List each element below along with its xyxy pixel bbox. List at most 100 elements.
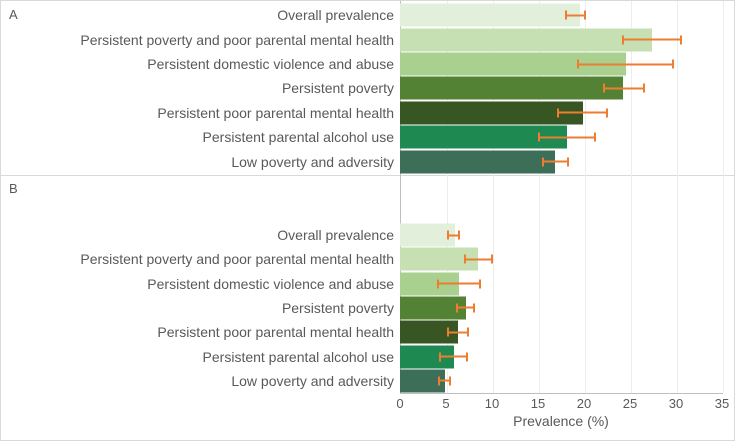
error-bar-line — [439, 355, 468, 358]
error-bar-cap-low — [541, 157, 544, 167]
bar-track — [400, 223, 720, 247]
category-label: Persistent poverty — [281, 299, 394, 316]
bar — [400, 369, 445, 393]
error-bar-line — [565, 14, 586, 17]
error-bar — [622, 35, 682, 45]
bar-track — [400, 125, 720, 149]
error-bar-line — [438, 379, 452, 382]
bar-track — [400, 296, 720, 320]
x-tick-label-10: 10 — [484, 396, 500, 411]
bar-track — [400, 52, 720, 76]
error-bar-cap-low — [565, 10, 568, 20]
bar-track — [400, 76, 720, 100]
bar-row: Persistent poor parental mental health — [1, 320, 720, 344]
bar — [400, 345, 454, 369]
panel-a: A Overall prevalence Persistent poverty a… — [1, 1, 734, 176]
gridline-20 — [585, 175, 586, 393]
bar-row: Overall prevalence — [1, 223, 720, 247]
gridline-30 — [677, 1, 678, 175]
error-bar — [541, 157, 570, 167]
category-label: Persistent domestic violence and abuse — [147, 275, 394, 292]
error-bar-cap-low — [438, 376, 441, 386]
error-bar-cap-high — [472, 303, 475, 313]
error-bar-cap-high — [593, 132, 596, 142]
error-bar-cap-high — [679, 35, 682, 45]
bar-track — [400, 27, 720, 52]
error-bar-cap-high — [583, 10, 586, 20]
error-bar-cap-low — [446, 230, 449, 240]
x-tick-label-0: 0 — [396, 396, 404, 411]
bar — [400, 320, 458, 344]
error-bar-cap-low — [577, 59, 580, 69]
error-bar-cap-high — [672, 59, 675, 69]
bar — [400, 28, 653, 52]
gridline-15 — [539, 175, 540, 393]
bar — [400, 125, 568, 149]
category-label: Overall prevalence — [277, 227, 394, 244]
bar-track — [400, 101, 720, 125]
error-bar-cap-high — [605, 108, 608, 118]
error-bar-line — [577, 63, 675, 66]
bar-row: Low poverty and adversity — [1, 150, 720, 174]
error-bar-cap-high — [479, 279, 482, 289]
bar — [400, 272, 459, 296]
error-bar-line — [622, 38, 682, 41]
error-bar-cap-low — [538, 132, 541, 142]
error-bar — [464, 254, 494, 264]
x-tick-label-20: 20 — [576, 396, 592, 411]
category-label: Overall prevalence — [277, 7, 394, 24]
error-bar-line — [541, 160, 570, 163]
category-label: Low poverty and adversity — [231, 153, 394, 170]
error-bar — [446, 230, 461, 240]
error-bar-line — [602, 87, 646, 90]
bar-track — [400, 344, 720, 369]
error-bar — [577, 59, 675, 69]
error-bar-cap-low — [437, 279, 440, 289]
bar-row: Persistent parental alcohol use — [1, 344, 720, 369]
bar-row: Persistent poverty and poor parental men… — [1, 27, 720, 52]
bar-track — [400, 150, 720, 174]
bar-row: Persistent poverty — [1, 296, 720, 320]
error-bar-cap-low — [455, 303, 458, 313]
bar — [400, 76, 624, 100]
gridline-10 — [493, 175, 494, 393]
x-axis-title: Prevalence (%) — [513, 413, 609, 429]
bar-row: Persistent poverty and poor parental men… — [1, 247, 720, 271]
error-bar-cap-high — [458, 230, 461, 240]
x-tick-label-5: 5 — [442, 396, 450, 411]
error-bar-cap-low — [446, 327, 449, 337]
bar-row: Persistent poverty — [1, 76, 720, 100]
bar-row: Low poverty and adversity — [1, 369, 720, 393]
error-bar-cap-high — [567, 157, 570, 167]
x-tick-label-15: 15 — [530, 396, 546, 411]
category-label: Persistent parental alcohol use — [202, 348, 394, 365]
bar-track — [400, 320, 720, 344]
error-bar-cap-high — [467, 327, 470, 337]
gridline-35 — [723, 175, 724, 393]
category-label: Persistent domestic violence and abuse — [147, 56, 394, 73]
error-bar-cap-low — [622, 35, 625, 45]
bar — [400, 52, 626, 76]
error-bar — [557, 108, 608, 118]
error-bar-cap-low — [602, 83, 605, 93]
error-bar-line — [455, 306, 475, 309]
panel-b-rows: Overall prevalence Persistent poverty and… — [1, 223, 720, 393]
error-bar-cap-high — [465, 352, 468, 362]
error-bar — [437, 279, 482, 289]
error-bar-line — [557, 111, 608, 114]
category-label: Persistent poor parental mental health — [157, 104, 394, 121]
bar-row: Overall prevalence — [1, 3, 720, 27]
error-bar-cap-low — [557, 108, 560, 118]
bar — [400, 150, 556, 174]
gridline-25 — [631, 175, 632, 393]
category-label: Persistent poverty and poor parental men… — [80, 31, 394, 48]
bar — [400, 101, 583, 125]
category-label: Low poverty and adversity — [231, 372, 394, 389]
error-bar-cap-low — [439, 352, 442, 362]
error-bar-cap-low — [464, 254, 466, 264]
bar-row: Persistent domestic violence and abuse — [1, 52, 720, 76]
bar — [400, 247, 478, 271]
bar-track — [400, 272, 720, 296]
error-bar — [439, 352, 468, 362]
